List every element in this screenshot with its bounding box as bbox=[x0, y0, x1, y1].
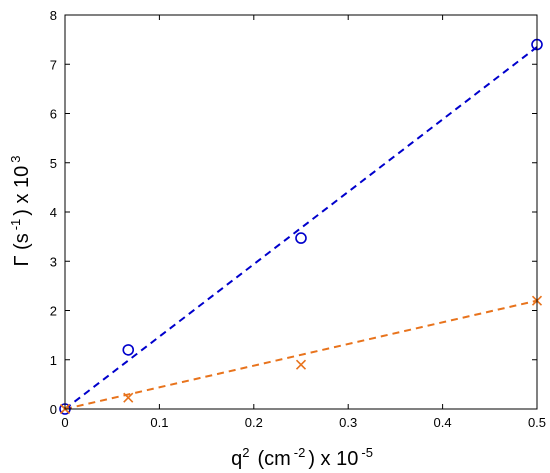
x-tick-label: 0.2 bbox=[245, 415, 263, 430]
y-tick-label: 7 bbox=[50, 57, 57, 72]
x-tick-label: 0.1 bbox=[150, 415, 168, 430]
y-tick-label: 5 bbox=[50, 156, 57, 171]
y-tick-label: 3 bbox=[50, 254, 57, 269]
data-point-circle bbox=[295, 232, 307, 244]
x-tick-label: 0.3 bbox=[339, 415, 357, 430]
y-tick-label: 8 bbox=[50, 8, 57, 23]
fit-line-1 bbox=[64, 46, 538, 410]
fit-lines bbox=[64, 46, 538, 410]
y-tick-label: 0 bbox=[50, 402, 57, 417]
data-point-x bbox=[295, 359, 307, 370]
y-tick-label: 4 bbox=[50, 205, 57, 220]
axis-ticks: 0 0.1 0.2 0.3 0.4 0.5 0 1 2 3 4 5 6 7 8 bbox=[50, 8, 546, 430]
plot-area-frame bbox=[64, 14, 538, 410]
y-tick-label: 2 bbox=[50, 304, 57, 319]
y-tick-label: 6 bbox=[50, 107, 57, 122]
data-point-x bbox=[123, 392, 134, 403]
data-point-circle bbox=[122, 344, 135, 356]
x-tick-label: 0.4 bbox=[434, 415, 452, 430]
y-axis-label: Γ (s-1) x 103 bbox=[8, 155, 33, 266]
x-tick-label: 0 bbox=[61, 415, 68, 430]
y-tick-label: 1 bbox=[50, 353, 57, 368]
fit-line-2 bbox=[64, 299, 538, 410]
x-axis-label: q2 (cm -2) x 10 -5 bbox=[231, 445, 373, 470]
x-tick-label: 0.5 bbox=[528, 415, 546, 430]
